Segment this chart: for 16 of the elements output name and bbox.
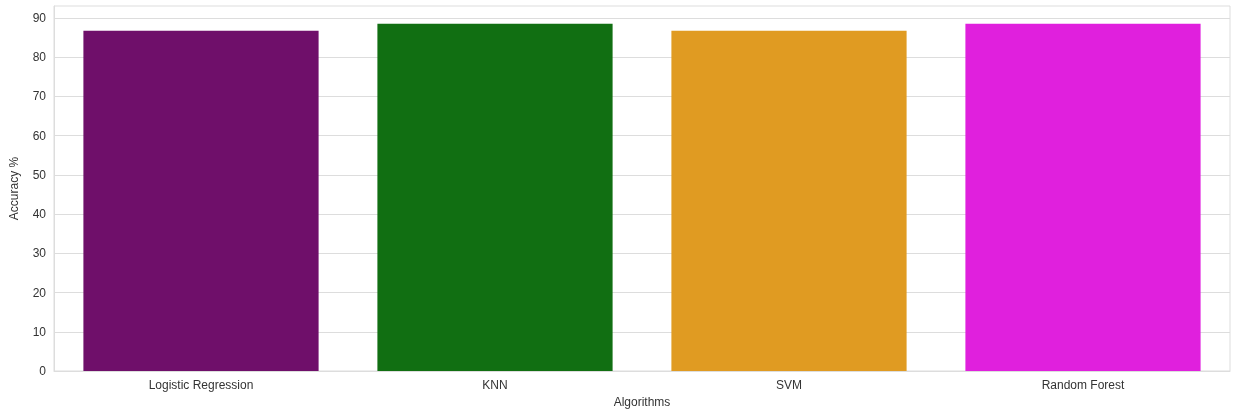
x-tick-label: Random Forest [1041, 378, 1126, 392]
y-tick-label: 20 [32, 285, 47, 300]
y-tick-label: 70 [32, 89, 47, 104]
y-tick-label: 60 [32, 128, 47, 143]
y-tick-label: 50 [32, 167, 47, 182]
x-tick-label: KNN [482, 378, 508, 392]
x-tick-label: Logistic Regression [148, 378, 254, 392]
y-tick-label: 0 [39, 364, 47, 378]
x-tick-label: SVM [775, 378, 803, 392]
y-axis-title: Accuracy % [7, 156, 21, 221]
y-tick-label: 30 [32, 246, 47, 261]
y-tick-label: 80 [32, 50, 47, 65]
y-tick-label: 40 [32, 207, 47, 222]
x-axis-title: Algorithms [613, 394, 671, 409]
y-tick-label: 10 [32, 324, 47, 339]
y-tick-label: 90 [32, 10, 47, 25]
